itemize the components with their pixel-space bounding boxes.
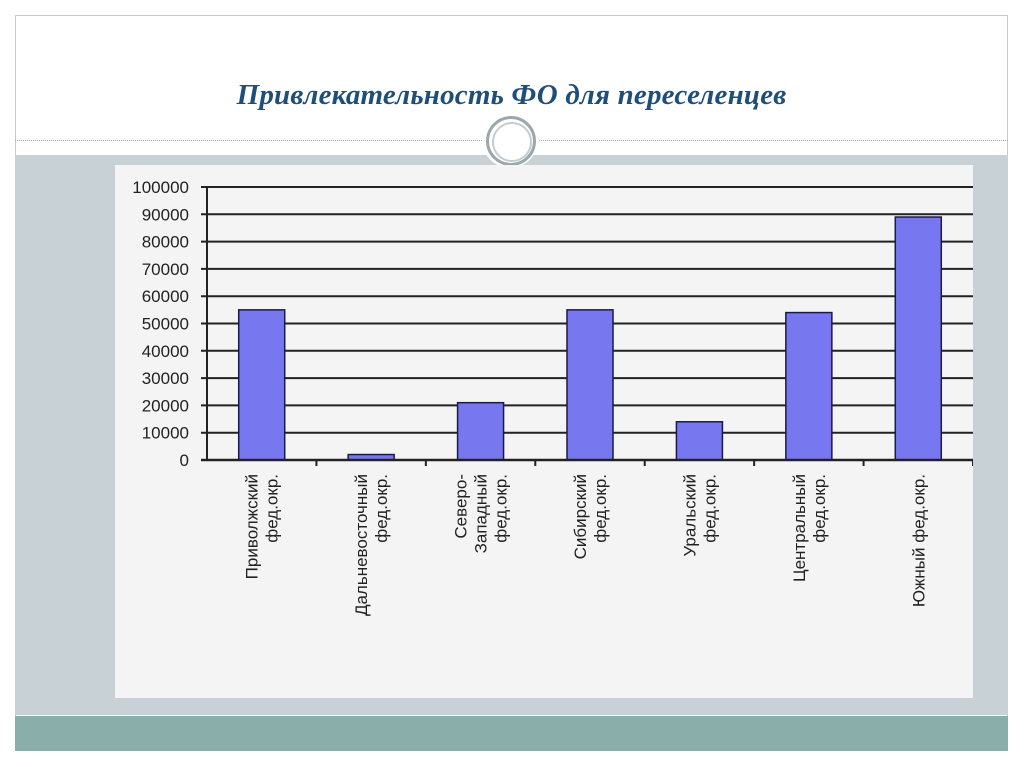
y-tick-label: 30000 bbox=[142, 369, 189, 388]
circle-ornament-icon bbox=[482, 112, 538, 168]
title-area: Привлекательность ФО для переселенцев bbox=[15, 15, 1008, 140]
x-category-label: Сибирский фед.окр. bbox=[571, 474, 610, 559]
x-category-label-line: Приволжский bbox=[243, 474, 262, 579]
y-tick-label: 80000 bbox=[142, 233, 189, 252]
y-tick-label: 20000 bbox=[142, 396, 189, 415]
x-category-label-line: фед.окр. bbox=[700, 474, 719, 543]
x-category-label-line: Сибирский bbox=[571, 474, 590, 559]
x-category-label-line: фед.окр. bbox=[492, 474, 511, 543]
bar-chart: 0 10000 20000 30000 40000 50000 60000 70000 8000… bbox=[132, 178, 973, 616]
bar bbox=[785, 311, 833, 461]
x-category-label-line: Северо- bbox=[452, 474, 471, 539]
x-category-label: Приволжский фед.окр. bbox=[243, 474, 282, 579]
x-category-label-line: фед.окр. bbox=[591, 474, 610, 543]
x-category-label-line: фед.окр. bbox=[810, 474, 829, 543]
bar bbox=[237, 309, 286, 461]
y-tick-label: 0 bbox=[180, 451, 189, 470]
x-category-label-line: Центральный bbox=[790, 474, 809, 582]
bar bbox=[894, 216, 943, 461]
x-category-label: Северо- Западный фед.окр. bbox=[452, 474, 511, 553]
x-category-label: Уральский фед.окр. bbox=[680, 474, 719, 557]
y-tick-label: 40000 bbox=[142, 342, 189, 361]
y-tick-label: 10000 bbox=[142, 424, 189, 443]
ornament-inner-ring bbox=[492, 122, 532, 162]
slide-title: Привлекательность ФО для переселенцев bbox=[236, 79, 787, 111]
y-tick-label: 90000 bbox=[142, 205, 189, 224]
x-category-label-line: Западный bbox=[472, 474, 491, 553]
y-tick-label: 100000 bbox=[132, 178, 189, 197]
x-category-label-line: Уральский bbox=[680, 474, 699, 557]
chart-panel: 0 10000 20000 30000 40000 50000 60000 70000 8000… bbox=[115, 165, 973, 698]
ornament-outer-ring bbox=[486, 116, 536, 166]
y-tick-label: 70000 bbox=[142, 260, 189, 279]
bar bbox=[566, 309, 614, 461]
x-category-label-line: фед.окр. bbox=[263, 474, 282, 543]
footer-band bbox=[15, 716, 1008, 751]
x-category-label-line: фед.окр. bbox=[372, 474, 391, 543]
bar bbox=[456, 401, 505, 461]
y-tick-label: 60000 bbox=[142, 287, 189, 306]
y-tick-label: 50000 bbox=[142, 315, 189, 334]
x-category-label: Дальневосточный фед.окр. bbox=[352, 474, 391, 616]
x-category-label-line: Дальневосточный bbox=[352, 474, 371, 616]
bar bbox=[675, 421, 724, 461]
x-category-label: Центральный фед.окр. bbox=[790, 474, 829, 582]
x-category-label: Южный фед.окр. bbox=[909, 474, 928, 607]
x-category-label-line: Южный фед.окр. bbox=[909, 474, 928, 607]
